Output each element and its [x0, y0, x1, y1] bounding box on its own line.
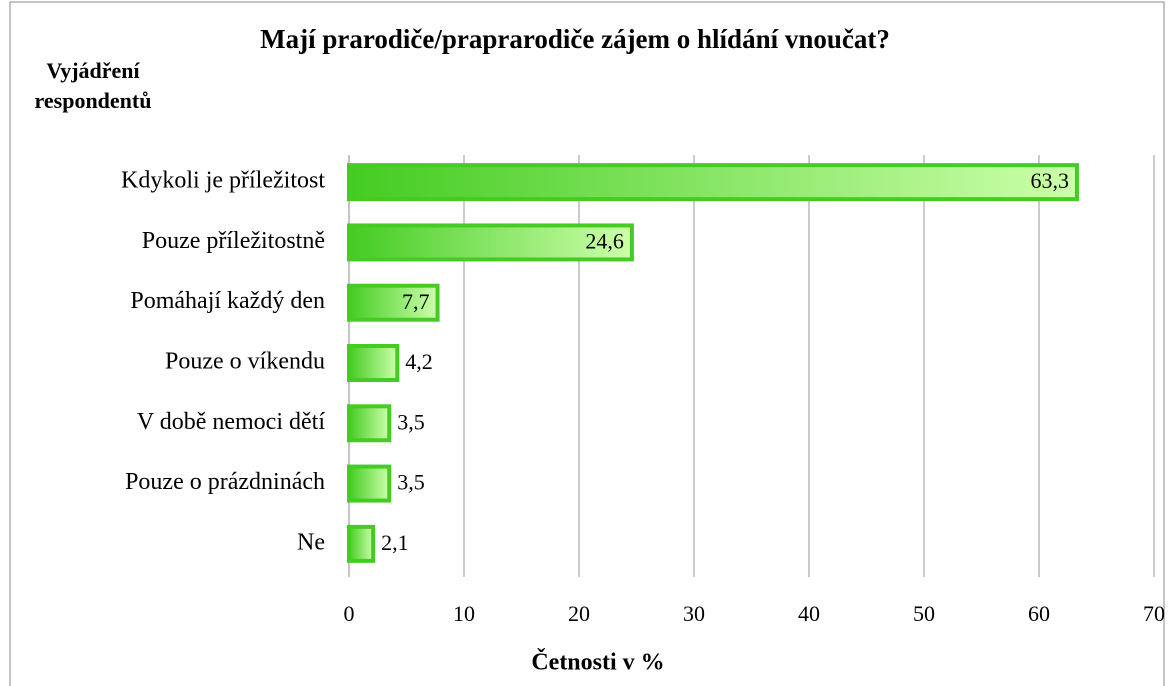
bar [347, 223, 634, 262]
data-label: 2,1 [381, 530, 409, 555]
y-tick-label: V době nemoci dětí [137, 409, 326, 435]
y-tick-label: Pouze o víkendu [165, 349, 325, 375]
bar [347, 163, 1079, 202]
x-axis-label: Četnosti v % [531, 649, 664, 676]
x-tick-label: 0 [344, 601, 355, 626]
x-tick-label: 70 [1143, 601, 1165, 626]
y-tick-label: Pouze o prázdninách [125, 469, 325, 495]
y-axis-label: Vyjádření respondentů [34, 58, 152, 113]
bar [347, 464, 392, 503]
bar [347, 283, 440, 322]
data-label: 7,7 [402, 289, 430, 314]
data-label: 63,3 [1030, 168, 1069, 193]
bar [347, 524, 376, 563]
y-tick-label: Kdykoli je příležitost [121, 168, 325, 194]
x-tick-label: 40 [798, 601, 820, 626]
data-label: 3,5 [397, 470, 425, 495]
x-tick-label: 60 [1028, 601, 1050, 626]
x-tick-label: 20 [568, 601, 590, 626]
chart-title: Mají prarodiče/praprarodiče zájem o hlíd… [260, 24, 890, 54]
bar [347, 404, 392, 443]
data-label: 24,6 [585, 228, 624, 253]
y-tick-label: Pomáhají každý den [130, 288, 325, 314]
data-label: 3,5 [397, 409, 425, 434]
y-tick-label: Pouze příležitostně [142, 228, 325, 254]
chart-border [9, 1, 1165, 686]
x-tick-label: 50 [913, 601, 935, 626]
y-tick-label: Ne [297, 529, 325, 555]
data-label: 4,2 [405, 349, 433, 374]
x-tick-label: 10 [453, 601, 475, 626]
x-tick-label: 30 [683, 601, 705, 626]
bar [347, 344, 400, 382]
